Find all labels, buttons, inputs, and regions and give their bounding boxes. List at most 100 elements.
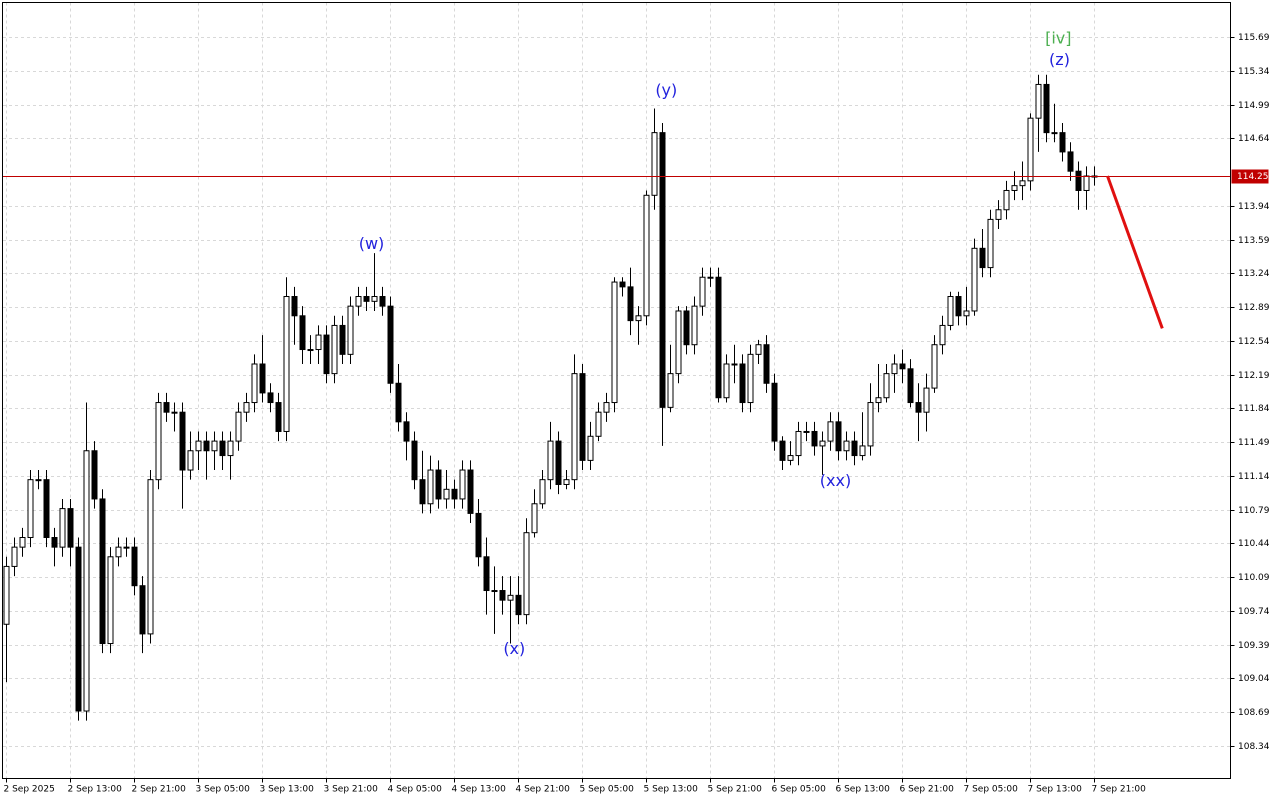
candle-body — [859, 445, 866, 457]
candle-body — [635, 315, 642, 322]
y-tick-label: 112.19 — [1238, 371, 1270, 381]
candles — [3, 74, 1098, 721]
candle-body — [835, 421, 842, 452]
candle-body — [691, 305, 698, 346]
y-tick-label: 111.14 — [1238, 472, 1270, 482]
candle-body — [763, 344, 770, 384]
y-tick-label: 115.69 — [1238, 33, 1270, 43]
candle-body — [595, 411, 602, 437]
candle-body — [379, 296, 386, 307]
candle-body — [779, 440, 786, 461]
candle-body — [1035, 83, 1042, 119]
candle-body — [715, 276, 722, 399]
candle-body — [363, 296, 370, 302]
x-tick-label: 5 Sep 21:00 — [708, 785, 763, 795]
candle-body — [795, 430, 802, 457]
y-tick-label: 110.09 — [1238, 573, 1270, 583]
candle-body — [923, 387, 930, 413]
candle-body — [411, 440, 418, 481]
candle-body — [483, 556, 490, 592]
price-label-box — [1231, 169, 1269, 184]
candle-body — [491, 590, 498, 593]
candle-body — [827, 421, 834, 442]
candle-body — [11, 546, 18, 567]
candle-body — [875, 397, 882, 404]
candle-body — [579, 373, 586, 461]
candle-body — [907, 368, 914, 404]
candle-body — [243, 402, 250, 413]
candle-body — [899, 363, 906, 370]
candle-body — [123, 546, 130, 549]
candle-body — [555, 440, 562, 485]
wave-label: [iv] — [1045, 29, 1071, 48]
candle-body — [291, 296, 298, 317]
candle-body — [619, 281, 626, 288]
candle-body — [627, 286, 634, 322]
x-tick-label: 2 Sep 2025 — [4, 785, 55, 795]
candle-body — [819, 440, 826, 447]
candle-body — [419, 479, 426, 505]
axes: 108.34 108.69 109.04 109.39 109.74 110.09 110.… — [4, 33, 1270, 795]
candle-body — [19, 537, 26, 548]
candle-body — [275, 402, 282, 432]
candle-body — [803, 430, 810, 433]
candle-body — [283, 296, 290, 432]
candle-body — [731, 363, 738, 366]
candle-body — [811, 430, 818, 447]
y-tick-label: 109.04 — [1238, 674, 1270, 684]
candle-body — [115, 546, 122, 558]
candle-body — [1011, 185, 1018, 191]
candle-body — [1027, 117, 1034, 182]
x-tick-label: 5 Sep 13:00 — [644, 785, 699, 795]
candle-body — [459, 469, 466, 500]
y-tick-label: 113.24 — [1238, 269, 1270, 279]
x-tick-label: 7 Sep 13:00 — [1028, 785, 1083, 795]
x-tick-label: 2 Sep 21:00 — [132, 785, 187, 795]
candle-body — [395, 382, 402, 423]
candle-body — [155, 402, 162, 481]
y-tick-label: 114.99 — [1238, 101, 1270, 111]
candle-body — [227, 440, 234, 457]
candle-body — [387, 305, 394, 384]
forecast-arrow — [1106, 175, 1164, 329]
candle-body — [651, 132, 658, 196]
candle-body — [611, 281, 618, 404]
candle-body — [667, 373, 674, 408]
candle-body — [939, 324, 946, 346]
candle-body — [147, 479, 154, 635]
x-tick-label: 4 Sep 13:00 — [452, 785, 507, 795]
candle-body — [883, 373, 890, 399]
wave-label: (y) — [655, 81, 677, 100]
candle-body — [571, 373, 578, 481]
candle-body — [315, 334, 322, 351]
candle-body — [99, 498, 106, 645]
candle-body — [3, 565, 10, 625]
candle-body — [195, 440, 202, 452]
candle-body — [995, 209, 1002, 220]
y-tick-label: 109.39 — [1238, 641, 1270, 651]
candle-body — [203, 440, 210, 452]
candle-body — [851, 440, 858, 457]
candle-body — [1043, 83, 1050, 134]
y-tick-label: 109.74 — [1238, 607, 1270, 617]
y-tick-label: 114.64 — [1238, 134, 1270, 144]
candle-body — [179, 411, 186, 471]
y-tick-label: 113.94 — [1238, 202, 1270, 212]
candle-body — [187, 450, 194, 471]
candle-body — [163, 402, 170, 413]
wave-label: (w) — [359, 234, 385, 253]
x-tick-label: 2 Sep 13:00 — [68, 785, 123, 795]
y-tick-label: 110.44 — [1238, 539, 1270, 549]
candle-body — [1059, 132, 1066, 153]
candle-body — [947, 296, 954, 326]
candle-body — [339, 324, 346, 355]
y-tick-label: 110.79 — [1238, 506, 1270, 516]
candle-body — [531, 503, 538, 534]
candle-body — [723, 363, 730, 399]
candle-body — [443, 488, 450, 500]
candle-body — [1075, 170, 1082, 191]
candle-body — [1019, 180, 1026, 187]
candle-body — [755, 344, 762, 355]
y-tick-label: 112.54 — [1238, 337, 1270, 347]
